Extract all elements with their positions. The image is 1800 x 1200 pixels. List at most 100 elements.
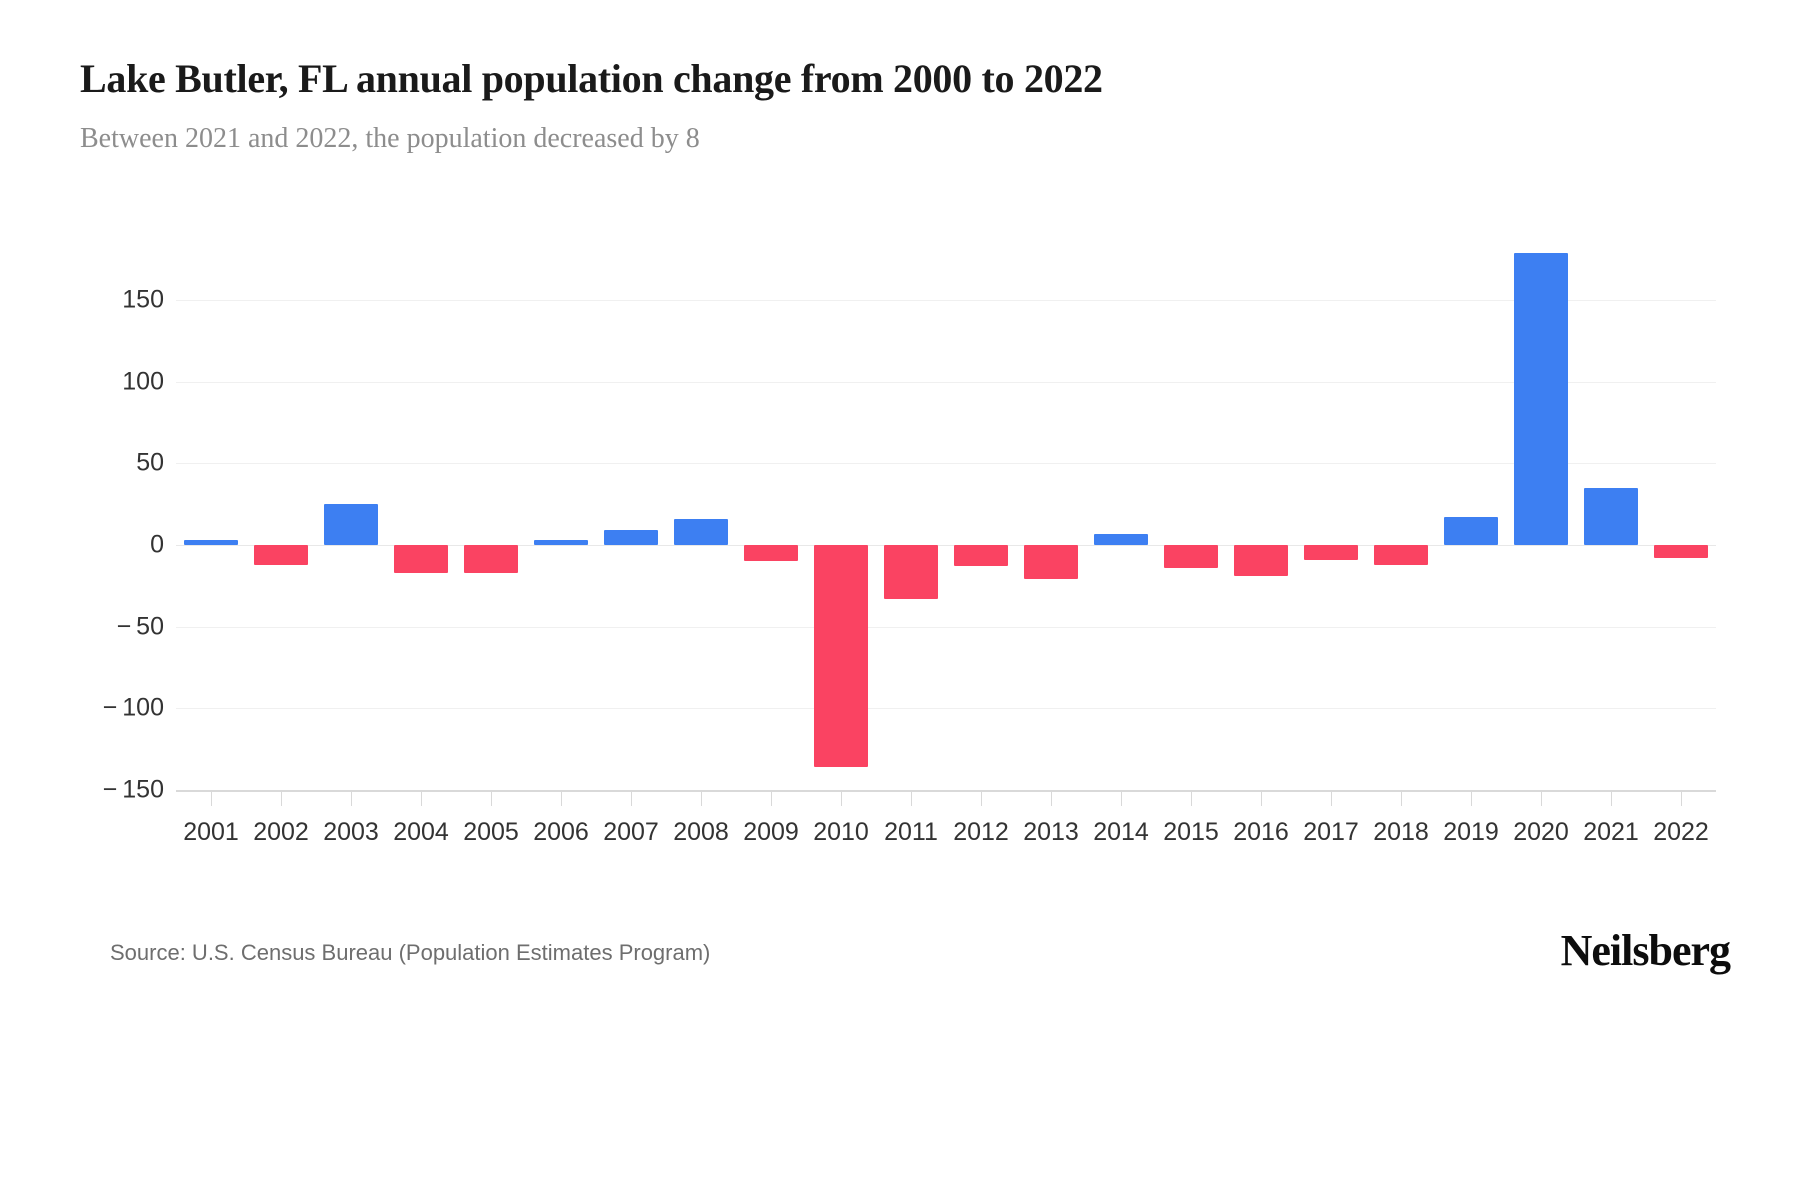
bar-group[interactable] — [456, 300, 526, 790]
bar-group[interactable] — [526, 300, 596, 790]
bar-negative[interactable] — [394, 545, 448, 573]
bar-negative[interactable] — [744, 545, 798, 562]
x-axis-tick — [911, 790, 912, 806]
x-axis-tick-label: 2007 — [603, 818, 659, 846]
bar-negative[interactable] — [1024, 545, 1078, 580]
bar-negative[interactable] — [884, 545, 938, 599]
y-axis-tick-label: 150 — [122, 285, 164, 314]
x-axis-tick-label: 2018 — [1373, 818, 1429, 846]
y-axis-tick-label: − 100 — [102, 693, 164, 722]
x-axis-tick — [1051, 790, 1052, 806]
x-axis-tick-label: 2020 — [1513, 818, 1569, 846]
x-axis-tick-label: 2019 — [1443, 818, 1499, 846]
y-axis-tick-label: − 50 — [116, 612, 164, 641]
x-axis-tick — [1331, 790, 1332, 806]
bar-group[interactable] — [316, 300, 386, 790]
bar-negative[interactable] — [814, 545, 868, 768]
x-axis-tick — [981, 790, 982, 806]
x-axis-tick — [491, 790, 492, 806]
x-axis-tick-label: 2006 — [533, 818, 589, 846]
gridline — [176, 463, 1716, 465]
bar-positive[interactable] — [534, 540, 588, 545]
bar-negative[interactable] — [1374, 545, 1428, 565]
x-axis-tick-label: 2008 — [673, 818, 729, 846]
bar-group[interactable] — [1366, 300, 1436, 790]
bar-group[interactable] — [736, 300, 806, 790]
bar-group[interactable] — [596, 300, 666, 790]
bar-group[interactable] — [1506, 252, 1576, 790]
x-axis-tick — [1401, 790, 1402, 806]
y-axis-tick-label: 50 — [136, 448, 164, 477]
bar-group[interactable] — [1436, 300, 1506, 790]
bar-group[interactable] — [1226, 300, 1296, 790]
bar-group[interactable] — [806, 300, 876, 790]
gridline — [176, 381, 1716, 383]
bar-positive[interactable] — [604, 530, 658, 545]
y-axis-tick-label: − 150 — [102, 775, 164, 804]
x-axis-tick — [351, 790, 352, 806]
x-axis-tick — [1471, 790, 1472, 806]
x-axis-tick-label: 2015 — [1163, 818, 1219, 846]
bar-negative[interactable] — [1304, 545, 1358, 560]
page-subtitle: Between 2021 and 2022, the population de… — [80, 123, 700, 154]
brand-logo: Neilsberg — [1560, 926, 1731, 975]
bar-group[interactable] — [1296, 300, 1366, 790]
bar-group[interactable] — [1646, 300, 1716, 790]
x-axis-tick — [1541, 790, 1542, 806]
bar-negative[interactable] — [954, 545, 1008, 567]
x-axis-tick — [421, 790, 422, 806]
bar-positive[interactable] — [674, 518, 728, 545]
gridline — [176, 545, 1716, 546]
bar-group[interactable] — [876, 300, 946, 790]
bar-positive[interactable] — [1584, 487, 1638, 545]
x-axis-line — [176, 790, 1716, 792]
bar-group[interactable] — [1576, 300, 1646, 790]
gridline — [176, 708, 1716, 710]
y-axis-tick-label: 0 — [150, 530, 164, 559]
bar-group[interactable] — [246, 300, 316, 790]
x-axis-tick-label: 2021 — [1583, 818, 1639, 846]
x-axis-tick — [281, 790, 282, 806]
source-note: Source: U.S. Census Bureau (Population E… — [110, 940, 711, 965]
bar-negative[interactable] — [1234, 545, 1288, 577]
x-axis-tick — [1261, 790, 1262, 806]
bars-layer — [176, 252, 1716, 790]
bar-positive[interactable] — [1094, 533, 1148, 545]
bar-group[interactable] — [1086, 300, 1156, 790]
bar-group[interactable] — [1016, 300, 1086, 790]
bar-group[interactable] — [1156, 300, 1226, 790]
bar-negative[interactable] — [464, 545, 518, 573]
x-axis-tick — [1191, 790, 1192, 806]
bar-positive[interactable] — [1444, 517, 1498, 545]
bar-positive[interactable] — [1514, 252, 1568, 545]
x-axis-tick — [841, 790, 842, 806]
bar-chart-plot-area: 2001 2002 2003 2004 2005 2006 2007 2008 2009 2010… — [176, 252, 1716, 846]
x-axis-tick — [771, 790, 772, 806]
bar-group[interactable] — [666, 300, 736, 790]
x-axis-tick-label: 2012 — [953, 818, 1009, 846]
x-axis-tick — [1121, 790, 1122, 806]
x-axis-tick-label: 2005 — [463, 818, 519, 846]
gridline — [176, 626, 1716, 628]
bar-positive[interactable] — [184, 540, 238, 545]
x-axis-tick-label: 2003 — [323, 818, 379, 846]
x-axis-tick-label: 2022 — [1653, 818, 1709, 846]
x-axis-tick — [1611, 790, 1612, 806]
page-title: Lake Butler, FL annual population change… — [80, 56, 1103, 101]
bar-negative[interactable] — [1164, 545, 1218, 568]
bar-negative[interactable] — [1654, 545, 1708, 559]
x-axis-tick-label: 2016 — [1233, 818, 1289, 846]
y-axis-tick-label: 100 — [122, 367, 164, 396]
x-axis-tick-label: 2009 — [743, 818, 799, 846]
bar-group[interactable] — [386, 300, 456, 790]
bar-negative[interactable] — [254, 545, 308, 565]
bar-group[interactable] — [176, 300, 246, 790]
bar-positive[interactable] — [324, 504, 378, 545]
x-axis-tick-label: 2010 — [813, 818, 869, 846]
gridline — [176, 300, 1716, 301]
bar-group[interactable] — [946, 300, 1016, 790]
x-axis-tick-label: 2011 — [884, 818, 938, 846]
x-axis-tick — [211, 790, 212, 806]
x-axis-tick — [701, 790, 702, 806]
